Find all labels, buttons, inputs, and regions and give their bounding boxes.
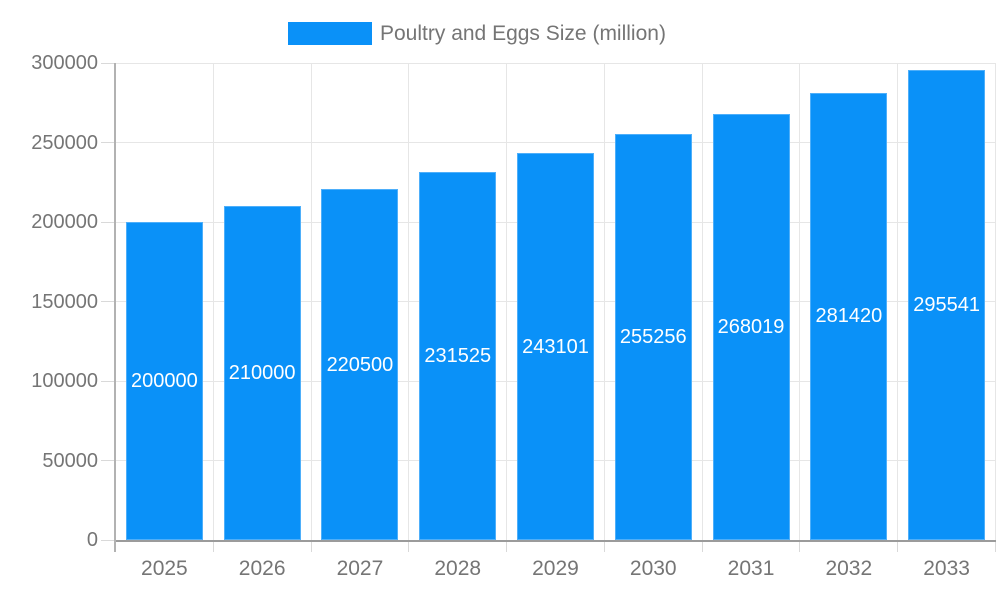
x-tick-mark [506,542,508,552]
gridline-vertical [799,63,801,540]
y-tick-label: 100000 [31,370,98,392]
gridline-vertical [310,63,312,540]
gridline-horizontal [115,62,996,64]
y-tick-mark [101,539,114,541]
bar-value-label: 243101 [522,335,589,358]
x-tick-mark [701,542,703,552]
bar-value-label: 255256 [619,326,687,349]
x-tick-mark [212,542,214,552]
bar: 210000 [223,206,301,540]
x-tick-label: 2031 [727,557,775,580]
gridline-vertical [408,63,410,540]
bar-value-label: 268019 [717,315,785,338]
gridline-vertical [212,63,214,540]
x-tick-mark [603,542,605,552]
x-tick-label: 2028 [434,557,482,580]
gridline-vertical [506,63,508,540]
x-tick-label: 2027 [336,557,384,580]
x-axis-line [114,540,996,542]
x-tick-label: 2030 [629,557,677,580]
y-tick-label: 150000 [31,290,98,313]
x-tick-mark [408,542,410,552]
y-tick-mark [101,142,114,143]
bar-value-label: 295541 [913,294,980,317]
y-tick-label: 200000 [31,211,98,233]
y-tick-mark [101,62,114,64]
bar: 295541 [908,70,986,540]
x-tick-label: 2032 [825,557,873,580]
x-tick-label: 2026 [238,557,286,580]
x-tick-label: 2029 [532,557,579,580]
y-axis-line [114,63,116,552]
x-tick-label: 2033 [923,557,970,580]
x-tick-mark [995,542,996,552]
bar-value-label: 231525 [424,344,492,367]
y-tick-mark [101,460,114,461]
gridline-horizontal [115,142,996,143]
y-tick-label: 300000 [31,52,98,74]
x-tick-mark [799,542,801,552]
bar: 243101 [517,153,594,540]
bar-value-label: 200000 [131,370,198,392]
gridline-vertical [701,63,703,540]
bar-value-label: 281420 [815,305,883,328]
x-tick-mark [310,542,312,552]
bar: 281420 [810,92,888,540]
y-tick-mark [101,380,114,382]
y-tick-label: 250000 [31,131,98,154]
y-tick-label: 0 [86,529,98,551]
legend-label: Poultry and Eggs Size (million) [380,22,666,45]
bar: 220500 [321,189,399,540]
y-tick-label: 50000 [42,449,98,472]
bar: 268019 [712,113,790,540]
bar: 231525 [419,171,497,540]
bar-value-label: 220500 [326,353,394,376]
y-tick-mark [101,301,114,302]
x-tick-mark [897,542,899,552]
x-tick-label: 2025 [141,557,188,580]
gridline-vertical [995,63,996,540]
y-tick-mark [101,221,114,223]
bar: 255256 [614,134,692,540]
gridline-vertical [603,63,605,540]
bar-value-label: 210000 [228,362,296,385]
bar: 200000 [125,222,203,540]
gridline-vertical [897,63,899,540]
legend-swatch [288,22,372,45]
